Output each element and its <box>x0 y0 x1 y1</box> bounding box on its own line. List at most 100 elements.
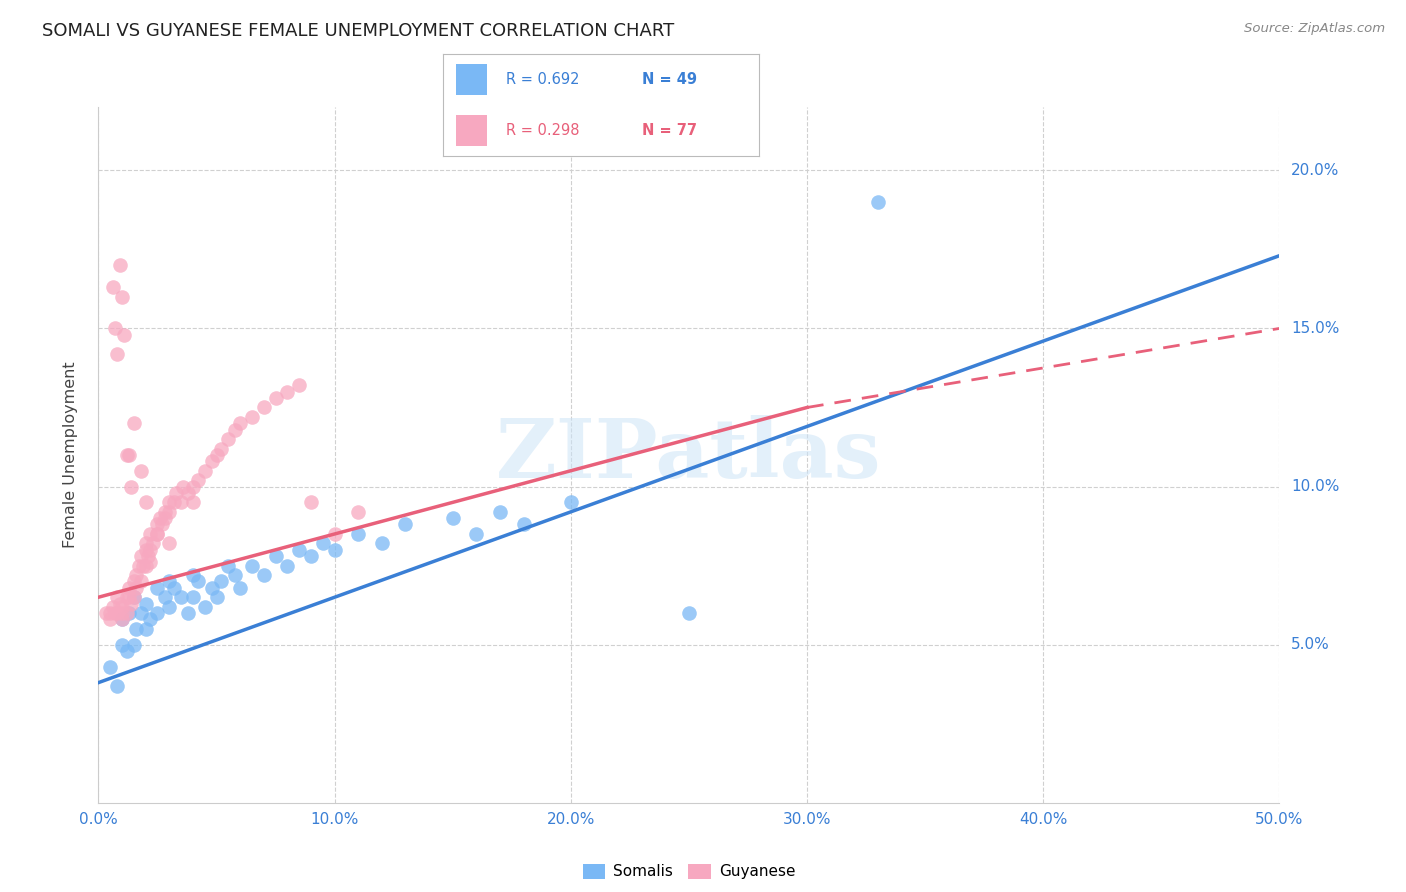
Text: 20.0%: 20.0% <box>547 812 595 827</box>
Point <box>146 606 169 620</box>
Text: N = 49: N = 49 <box>643 72 697 87</box>
Point <box>465 527 488 541</box>
Point <box>135 542 157 557</box>
Point <box>115 591 138 605</box>
Point <box>150 517 173 532</box>
Text: R = 0.692: R = 0.692 <box>506 72 579 87</box>
Point <box>139 542 162 557</box>
Y-axis label: Female Unemployment: Female Unemployment <box>63 361 77 549</box>
Point <box>264 549 287 563</box>
Point <box>157 495 180 509</box>
Point <box>118 581 141 595</box>
Point <box>139 527 162 541</box>
Point <box>177 606 200 620</box>
Point <box>163 581 186 595</box>
Point <box>111 290 134 304</box>
Point <box>205 448 228 462</box>
Point <box>194 464 217 478</box>
Point <box>347 527 370 541</box>
Point <box>132 558 155 573</box>
Point <box>125 581 148 595</box>
Point <box>105 606 128 620</box>
Point <box>122 591 145 605</box>
Point <box>217 432 239 446</box>
Point <box>121 479 143 493</box>
Point <box>136 549 159 563</box>
Point <box>201 581 224 595</box>
Point <box>181 591 204 605</box>
Point <box>105 347 128 361</box>
Text: 30.0%: 30.0% <box>783 812 831 827</box>
Point <box>111 612 134 626</box>
Point <box>118 606 141 620</box>
Point <box>299 495 322 509</box>
Point <box>125 568 148 582</box>
Point <box>323 542 346 557</box>
Point <box>135 597 157 611</box>
Point <box>111 606 134 620</box>
Point <box>276 558 298 573</box>
Text: R = 0.298: R = 0.298 <box>506 123 579 138</box>
Point <box>122 638 145 652</box>
Point <box>104 321 127 335</box>
Point <box>371 536 394 550</box>
Point <box>489 505 512 519</box>
Point <box>157 505 180 519</box>
Point <box>111 599 134 614</box>
Point <box>129 464 152 478</box>
Point <box>187 473 209 487</box>
Point <box>394 517 416 532</box>
Point <box>122 591 145 605</box>
Point <box>101 280 124 294</box>
Point <box>276 384 298 399</box>
Point <box>170 591 193 605</box>
Point <box>111 638 134 652</box>
Point <box>217 558 239 573</box>
Legend: Somalis, Guyanese: Somalis, Guyanese <box>576 857 801 886</box>
Point <box>146 581 169 595</box>
Point <box>101 599 124 614</box>
Point <box>149 511 172 525</box>
Point <box>122 417 145 431</box>
Point <box>165 486 187 500</box>
Point <box>112 327 135 342</box>
Point <box>115 448 138 462</box>
Point <box>441 511 464 525</box>
Point <box>172 479 194 493</box>
Point <box>153 591 176 605</box>
Point <box>98 606 121 620</box>
Point <box>135 558 157 573</box>
Point <box>128 558 150 573</box>
Text: 15.0%: 15.0% <box>1291 321 1340 336</box>
Point <box>125 622 148 636</box>
Point <box>135 622 157 636</box>
Point <box>108 597 131 611</box>
Point <box>111 612 134 626</box>
Point <box>288 542 311 557</box>
Text: ZIPatlas: ZIPatlas <box>496 415 882 495</box>
Point <box>115 644 138 658</box>
Point <box>129 606 152 620</box>
Point <box>201 454 224 468</box>
Point <box>115 606 138 620</box>
Point <box>98 660 121 674</box>
Point <box>347 505 370 519</box>
Point <box>105 679 128 693</box>
Point <box>177 486 200 500</box>
Point <box>312 536 335 550</box>
Point <box>157 599 180 614</box>
Text: 50.0%: 50.0% <box>1256 812 1303 827</box>
Text: N = 77: N = 77 <box>643 123 697 138</box>
Text: Source: ZipAtlas.com: Source: ZipAtlas.com <box>1244 22 1385 36</box>
Point <box>139 612 162 626</box>
Point <box>194 599 217 614</box>
Point <box>146 527 169 541</box>
Point <box>181 479 204 493</box>
Text: 10.0%: 10.0% <box>311 812 359 827</box>
Point <box>229 581 252 595</box>
Point <box>323 527 346 541</box>
Point <box>146 517 169 532</box>
Point <box>560 495 582 509</box>
Point <box>104 606 127 620</box>
Point <box>153 511 176 525</box>
